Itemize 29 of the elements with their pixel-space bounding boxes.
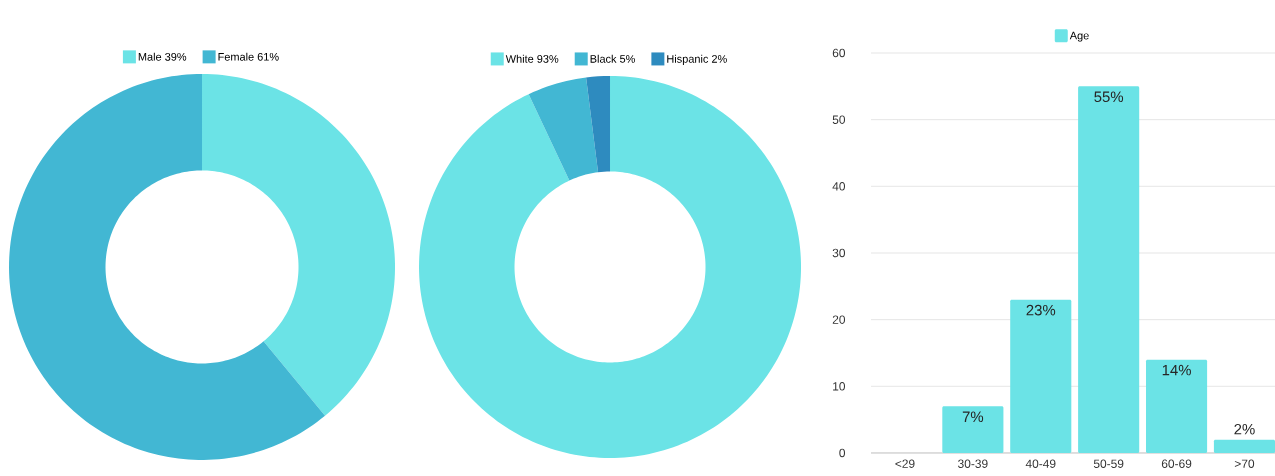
y-tick-label: 0 [839,448,846,458]
y-tick-label: 20 [832,315,846,324]
y-tick-label: 30 [832,248,846,258]
bar [1146,359,1208,453]
bar [942,406,1004,453]
x-tick-label: 60-69 [1161,459,1192,468]
bar [1078,86,1140,453]
x-tick-label: 30-39 [958,459,988,468]
data-label: 7% [962,411,984,422]
x-tick-label: <29 [895,459,915,468]
bar [1213,439,1275,453]
y-tick-label: 60 [832,48,846,58]
legend-label: Hispanic 2% [667,54,727,65]
bar [1010,299,1072,453]
x-tick-label: >70 [1234,459,1255,468]
legend-label: Black 5% [590,54,635,63]
data-label: 14% [1162,364,1191,376]
legend-label: White 93% [505,54,559,63]
legend-label: Female 61% [218,52,279,61]
y-tick-label: 40 [832,182,846,191]
data-label: 2% [1234,423,1255,435]
legend-label: Age [1069,31,1089,42]
x-tick-label: 50-59 [1093,459,1124,468]
x-tick-label: 40-49 [1025,459,1056,468]
legend-label: Male 39% [138,52,187,61]
y-tick-label: 10 [833,382,846,391]
data-label: 23% [1026,304,1056,316]
y-tick-label: 50 [832,115,846,124]
data-label: 55% [1094,91,1124,103]
